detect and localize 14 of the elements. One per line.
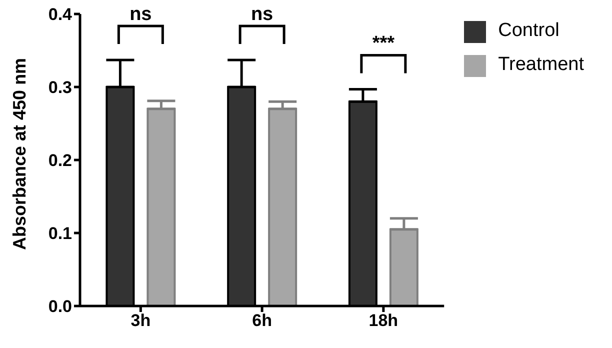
x-tick-label: 6h	[252, 311, 272, 330]
x-tick-label: 18h	[368, 311, 398, 330]
annotation: ***	[372, 33, 396, 54]
y-axis-title: Absorbance at 450 nm	[9, 58, 30, 250]
y-tick-label: 0.2	[48, 151, 72, 170]
annotation: ns	[250, 4, 274, 25]
annotation: ns	[130, 4, 152, 25]
y-tick-label: 0.0	[48, 297, 72, 316]
y-tick-label: 0.1	[48, 224, 72, 244]
legend-label: Treatment	[498, 54, 584, 75]
legend-label: Control	[498, 20, 560, 41]
x-tick-label: 3h	[130, 311, 151, 330]
y-tick-label: 0.3	[48, 78, 72, 98]
y-tick-label: 0.4	[48, 5, 73, 24]
